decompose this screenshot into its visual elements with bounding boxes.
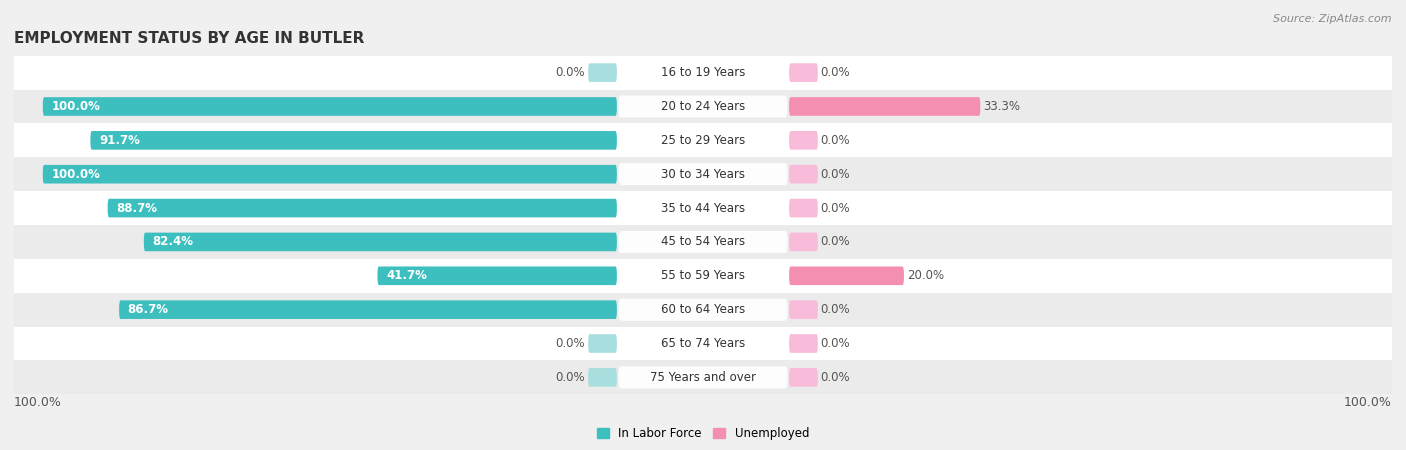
FancyBboxPatch shape [789,63,818,82]
FancyBboxPatch shape [789,266,904,285]
Text: 82.4%: 82.4% [152,235,194,248]
Text: 0.0%: 0.0% [555,66,585,79]
Text: 55 to 59 Years: 55 to 59 Years [661,269,745,282]
Text: 0.0%: 0.0% [821,168,851,181]
Text: 35 to 44 Years: 35 to 44 Years [661,202,745,215]
Text: 65 to 74 Years: 65 to 74 Years [661,337,745,350]
FancyBboxPatch shape [619,129,787,151]
FancyBboxPatch shape [789,199,818,217]
FancyBboxPatch shape [789,165,818,184]
Bar [14,259,1392,292]
Bar [14,360,1392,394]
Text: 16 to 19 Years: 16 to 19 Years [661,66,745,79]
Text: 0.0%: 0.0% [821,66,851,79]
Bar [14,90,1392,123]
Text: 0.0%: 0.0% [555,371,585,384]
Legend: In Labor Force, Unemployed: In Labor Force, Unemployed [592,423,814,445]
FancyBboxPatch shape [619,231,787,253]
FancyBboxPatch shape [42,165,617,184]
Text: 20 to 24 Years: 20 to 24 Years [661,100,745,113]
Text: 0.0%: 0.0% [821,134,851,147]
Text: 0.0%: 0.0% [821,337,851,350]
FancyBboxPatch shape [377,266,617,285]
FancyBboxPatch shape [619,265,787,287]
FancyBboxPatch shape [42,97,617,116]
FancyBboxPatch shape [120,300,617,319]
Text: 30 to 34 Years: 30 to 34 Years [661,168,745,181]
Bar [14,292,1392,327]
Text: 100.0%: 100.0% [52,100,100,113]
Bar [14,158,1392,191]
FancyBboxPatch shape [588,334,617,353]
FancyBboxPatch shape [789,334,818,353]
Text: 0.0%: 0.0% [821,235,851,248]
FancyBboxPatch shape [588,368,617,387]
FancyBboxPatch shape [619,163,787,185]
Text: 0.0%: 0.0% [821,202,851,215]
Text: 100.0%: 100.0% [52,168,100,181]
Text: 25 to 29 Years: 25 to 29 Years [661,134,745,147]
FancyBboxPatch shape [108,199,617,217]
FancyBboxPatch shape [90,131,617,150]
Bar [14,191,1392,225]
FancyBboxPatch shape [619,95,787,117]
Text: 100.0%: 100.0% [14,396,62,409]
Text: 41.7%: 41.7% [387,269,427,282]
Text: 100.0%: 100.0% [1344,396,1392,409]
FancyBboxPatch shape [619,333,787,355]
Text: 20.0%: 20.0% [907,269,943,282]
Text: 60 to 64 Years: 60 to 64 Years [661,303,745,316]
FancyBboxPatch shape [588,63,617,82]
Text: EMPLOYMENT STATUS BY AGE IN BUTLER: EMPLOYMENT STATUS BY AGE IN BUTLER [14,31,364,46]
Text: Source: ZipAtlas.com: Source: ZipAtlas.com [1274,14,1392,23]
FancyBboxPatch shape [619,299,787,321]
FancyBboxPatch shape [619,197,787,219]
Text: 88.7%: 88.7% [117,202,157,215]
FancyBboxPatch shape [619,366,787,388]
FancyBboxPatch shape [143,233,617,251]
Text: 0.0%: 0.0% [555,337,585,350]
FancyBboxPatch shape [789,131,818,150]
Text: 33.3%: 33.3% [983,100,1021,113]
Text: 86.7%: 86.7% [128,303,169,316]
FancyBboxPatch shape [619,62,787,84]
Bar [14,123,1392,158]
FancyBboxPatch shape [789,233,818,251]
FancyBboxPatch shape [789,97,980,116]
Bar [14,56,1392,90]
Text: 45 to 54 Years: 45 to 54 Years [661,235,745,248]
FancyBboxPatch shape [789,300,818,319]
Text: 91.7%: 91.7% [98,134,141,147]
Text: 0.0%: 0.0% [821,371,851,384]
FancyBboxPatch shape [789,368,818,387]
Text: 75 Years and over: 75 Years and over [650,371,756,384]
Bar [14,225,1392,259]
Bar [14,327,1392,360]
Text: 0.0%: 0.0% [821,303,851,316]
